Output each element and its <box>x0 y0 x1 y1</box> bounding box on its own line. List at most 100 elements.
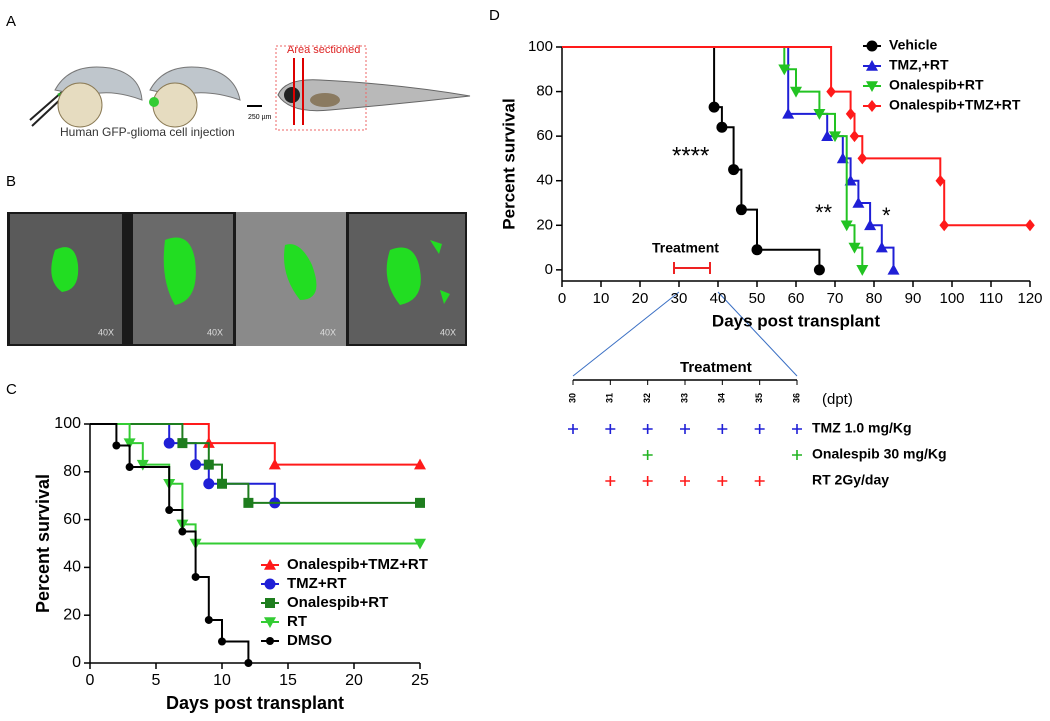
x-tick-label: 90 <box>905 290 922 307</box>
marker <box>204 615 213 624</box>
x-tick-label: 0 <box>86 672 95 689</box>
magnification: 40X <box>98 327 114 337</box>
marker <box>264 617 276 628</box>
gfp-tumor <box>386 240 450 305</box>
x-tick-label: 110 <box>979 290 1003 307</box>
yolk <box>57 82 103 128</box>
marker <box>866 60 878 71</box>
larva-eye <box>284 87 300 103</box>
marker <box>163 437 175 449</box>
marker <box>264 559 276 570</box>
area-label: Area sectioned <box>287 44 360 56</box>
day-label: 35 <box>754 393 764 403</box>
marker <box>821 130 834 141</box>
x-tick-label: 10 <box>213 672 231 689</box>
dose-mark <box>642 450 653 460</box>
legend-label: TMZ,+RT <box>889 57 949 73</box>
day-label: 32 <box>642 393 652 403</box>
panel-label: B <box>6 173 16 190</box>
marker <box>244 659 253 667</box>
magnification: 40X <box>440 327 456 337</box>
marker <box>778 64 791 76</box>
y-tick-label: 60 <box>536 127 553 144</box>
dose-mark <box>717 424 728 434</box>
marker <box>265 598 275 608</box>
panel-label: D <box>489 7 500 24</box>
marker <box>840 220 853 232</box>
marker <box>813 264 825 276</box>
marker <box>866 40 878 52</box>
day-label: 31 <box>605 393 615 403</box>
survival-curve <box>90 423 420 504</box>
section-frame <box>275 45 367 131</box>
day-label: 30 <box>567 393 577 403</box>
legend-label: Onalespib+RT <box>889 77 984 93</box>
day-label: 36 <box>791 393 801 403</box>
x-axis-label: Days post transplant <box>166 693 344 713</box>
marker <box>813 109 826 120</box>
marker <box>178 527 187 536</box>
x-tick-label: 0 <box>558 290 566 307</box>
marker <box>266 637 274 645</box>
x-tick-label: 50 <box>749 290 766 307</box>
x-tick-label: 100 <box>939 290 964 307</box>
marker <box>790 86 802 98</box>
larva-body <box>277 79 471 112</box>
marker <box>875 241 888 253</box>
marker <box>935 174 946 187</box>
marker <box>414 538 426 550</box>
y-tick-label: 40 <box>63 559 81 576</box>
scale-label: 250 µm <box>248 114 272 121</box>
dose-mark <box>792 450 802 460</box>
y-axis-label: Percent survival <box>499 98 518 229</box>
marker <box>203 459 214 470</box>
marker <box>243 497 254 508</box>
survival-curve <box>90 423 420 466</box>
marker <box>190 459 202 471</box>
magnification: 40X <box>320 327 336 337</box>
marker <box>191 572 200 581</box>
y-tick-label: 0 <box>72 654 81 671</box>
x-tick-label: 20 <box>345 672 363 689</box>
significance: **** <box>672 142 709 169</box>
treatment-label: Treatment <box>652 240 719 256</box>
marker <box>112 441 121 450</box>
zebrafish-illustration: 250 µm Area sectioned Human GFP-glioma c… <box>29 44 471 139</box>
marker <box>856 265 869 276</box>
marker <box>849 130 860 143</box>
caption: Human GFP-glioma cell injection <box>60 125 235 139</box>
zoom-line <box>572 291 680 377</box>
marker <box>751 244 763 256</box>
marker <box>867 100 877 112</box>
marker <box>826 85 836 98</box>
dose-mark <box>568 424 578 434</box>
dose-mark <box>754 424 765 434</box>
legend-label: Onalespib+TMZ+RT <box>287 556 428 573</box>
panel-label: C <box>6 381 17 398</box>
y-tick-label: 20 <box>536 216 553 233</box>
marker <box>1025 219 1035 232</box>
x-tick-label: 70 <box>827 290 844 307</box>
x-tick-label: 25 <box>411 672 429 689</box>
significance: * <box>882 203 891 228</box>
schedule-title: Treatment <box>680 359 752 376</box>
marker <box>716 121 728 133</box>
marker <box>177 438 188 449</box>
x-tick-label: 120 <box>1017 290 1042 307</box>
marker <box>848 242 861 254</box>
dose-mark <box>642 424 653 434</box>
dose-mark <box>605 476 616 486</box>
dose-mark <box>754 476 765 486</box>
x-tick-label: 5 <box>152 672 161 689</box>
marker <box>414 458 426 470</box>
marker <box>864 219 877 231</box>
magnification: 40X <box>207 327 223 337</box>
y-tick-label: 0 <box>545 261 553 278</box>
y-tick-label: 100 <box>54 415 81 432</box>
marker <box>887 263 900 275</box>
y-axis-label: Percent survival <box>33 474 53 613</box>
legend-label: TMZ+RT <box>287 575 347 592</box>
legend-label: DMSO <box>287 632 332 649</box>
x-tick-label: 40 <box>710 290 727 307</box>
